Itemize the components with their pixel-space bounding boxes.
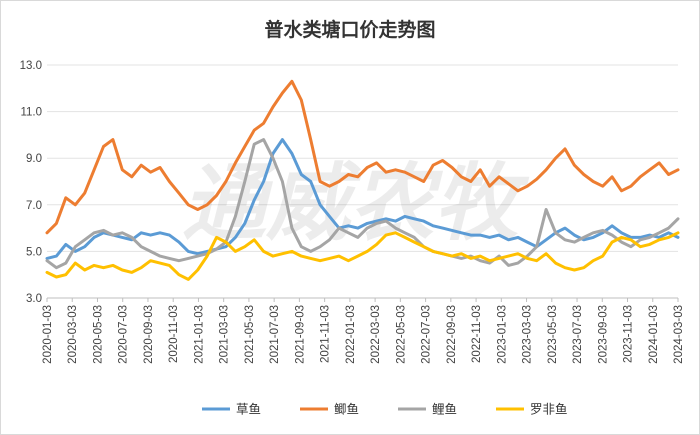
y-tick-label: 5.0 [26, 246, 42, 258]
x-tick-label: 2020-01-03 [42, 305, 54, 364]
x-tick-label: 2021-09-03 [294, 305, 306, 364]
x-tick-label: 2021-11-03 [320, 305, 332, 363]
x-tick-label: 2024-01-03 [648, 305, 660, 364]
y-axis: 3.0 5.0 7.0 9.0 11.0 13.0 [20, 60, 42, 305]
y-tick-label: 3.0 [26, 293, 42, 305]
x-tick-label: 2023-09-03 [597, 305, 609, 364]
x-tick-label: 2023-03-03 [522, 305, 534, 364]
x-tick-label: 2022-07-03 [421, 305, 433, 364]
x-tick-label: 2023-05-03 [547, 305, 559, 364]
x-tick-label: 2023-01-03 [496, 305, 508, 364]
x-tick-label: 2023-07-03 [572, 305, 584, 364]
series-line-4 [45, 231, 680, 281]
legend: 草鱼 鲫鱼 鲤鱼 罗非鱼 [202, 402, 568, 417]
x-tick-label: 2021-07-03 [269, 305, 281, 364]
x-tick-label: 2022-03-03 [370, 305, 382, 364]
x-axis: 2020-01-03 2020-03-03 2020-05-03 2020-07-03… [42, 298, 685, 364]
y-tick-label: 11.0 [20, 107, 42, 119]
x-tick-label: 2020-03-03 [67, 305, 79, 364]
x-tick-label: 2021-05-03 [244, 305, 256, 364]
series-line-3 [45, 138, 680, 270]
legend-label: 鲫鱼 [334, 402, 359, 417]
y-tick-label: 7.0 [26, 200, 42, 212]
y-tick-label: 13.0 [20, 60, 42, 72]
legend-label: 草鱼 [236, 402, 261, 417]
x-tick-label: 2022-05-03 [395, 305, 407, 364]
series-line-2 [45, 79, 680, 235]
x-tick-label: 2020-11-03 [168, 305, 180, 363]
x-tick-label: 2020-05-03 [92, 305, 104, 364]
chart-title: 普水类塘口价走势图 [264, 18, 435, 41]
x-tick-label: 2021-03-03 [219, 305, 231, 364]
x-tick-label: 2022-01-03 [345, 305, 357, 364]
x-tick-label: 2021-01-03 [193, 305, 205, 364]
legend-label: 罗非鱼 [530, 402, 568, 417]
y-tick-label: 9.0 [26, 153, 42, 165]
x-tick-label: 2022-11-03 [471, 305, 483, 363]
series-line-1 [45, 138, 680, 260]
x-tick-label: 2023-11-03 [623, 305, 635, 363]
x-tick-label: 2024-03-03 [673, 305, 685, 364]
series-lines [45, 79, 680, 281]
x-tick-label: 2020-09-03 [143, 305, 155, 364]
x-tick-label: 2020-07-03 [118, 305, 130, 364]
x-tick-label: 2022-09-03 [446, 305, 458, 364]
legend-label: 鲤鱼 [432, 402, 457, 417]
